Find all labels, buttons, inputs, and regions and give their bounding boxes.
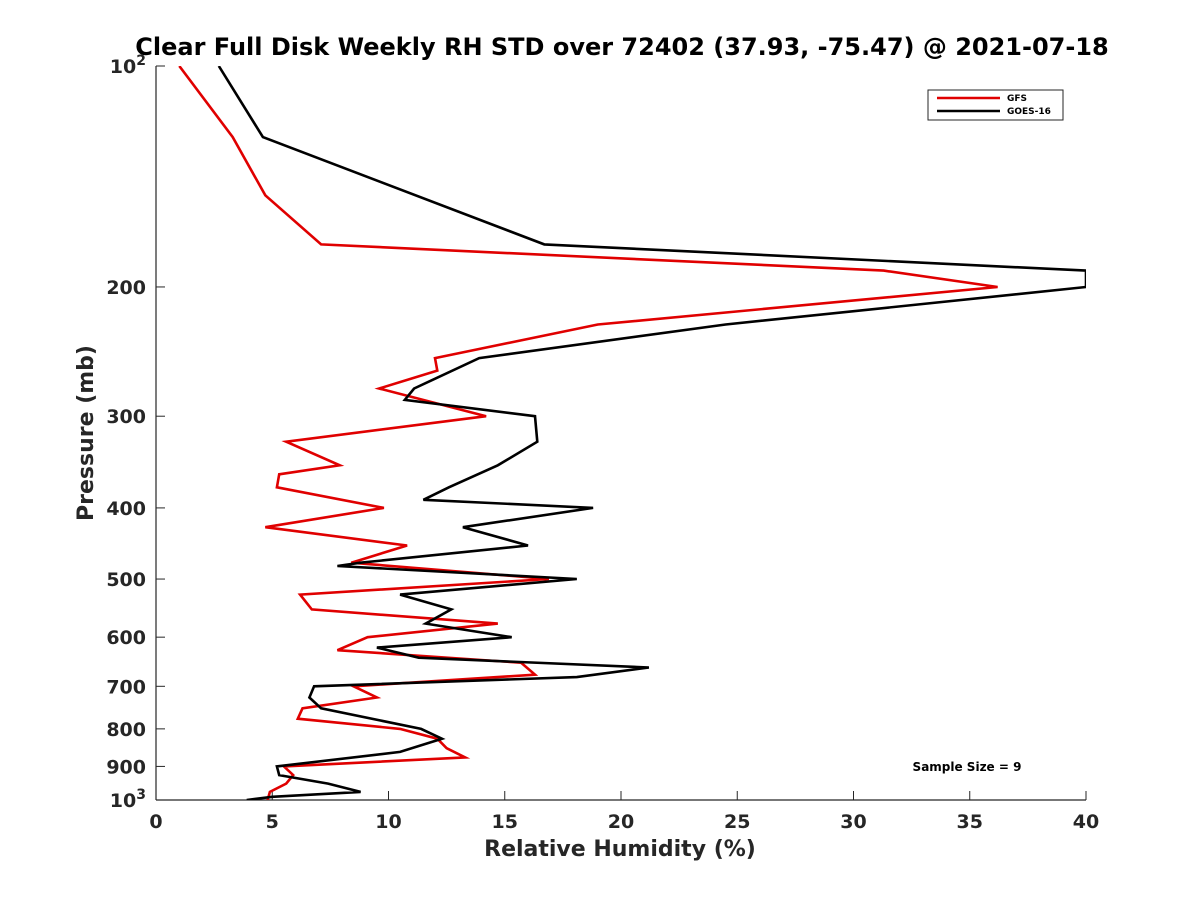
sample-size-annotation: Sample Size = 9 (913, 760, 1022, 774)
y-tick-label: 300 (106, 406, 146, 428)
y-tick-label: 102 (110, 53, 146, 78)
y-tick-label: 700 (106, 676, 146, 698)
y-tick-label: 200 (106, 277, 146, 299)
y-axis-label: Pressure (mb) (74, 345, 99, 521)
y-tick-label: 500 (106, 569, 146, 591)
series-line-goes-16 (217, 66, 1086, 800)
chart-title: Clear Full Disk Weekly RH STD over 72402… (135, 33, 1108, 61)
x-axis-label: Relative Humidity (%) (484, 837, 756, 862)
y-tick-label: 600 (106, 627, 146, 649)
legend-entry: GOES-16 (1007, 107, 1051, 117)
x-tick-label: 30 (840, 811, 866, 833)
plot-area: 0 5 10 15 20 25 30 35 40 102 200 300 400 500 600 700 800… (106, 53, 1099, 833)
x-tick-label: 5 (266, 811, 279, 833)
x-tick-label: 20 (608, 811, 634, 833)
legend-box (927, 89, 1064, 121)
x-tick-label: 0 (149, 811, 162, 833)
x-tick-label: 10 (375, 811, 401, 833)
x-tick-label: 40 (1073, 811, 1099, 833)
legend: GFS GOES-16 (927, 89, 1064, 121)
legend-entry: GFS (1007, 94, 1027, 104)
x-tick-label: 25 (724, 811, 750, 833)
series-line-gfs (178, 66, 998, 800)
y-tick-label: 400 (106, 498, 146, 520)
y-tick-label: 103 (110, 787, 146, 812)
x-tick-label: 35 (957, 811, 983, 833)
y-tick-label: 900 (106, 756, 146, 778)
x-tick-label: 15 (492, 811, 518, 833)
y-tick-label: 800 (106, 719, 146, 741)
